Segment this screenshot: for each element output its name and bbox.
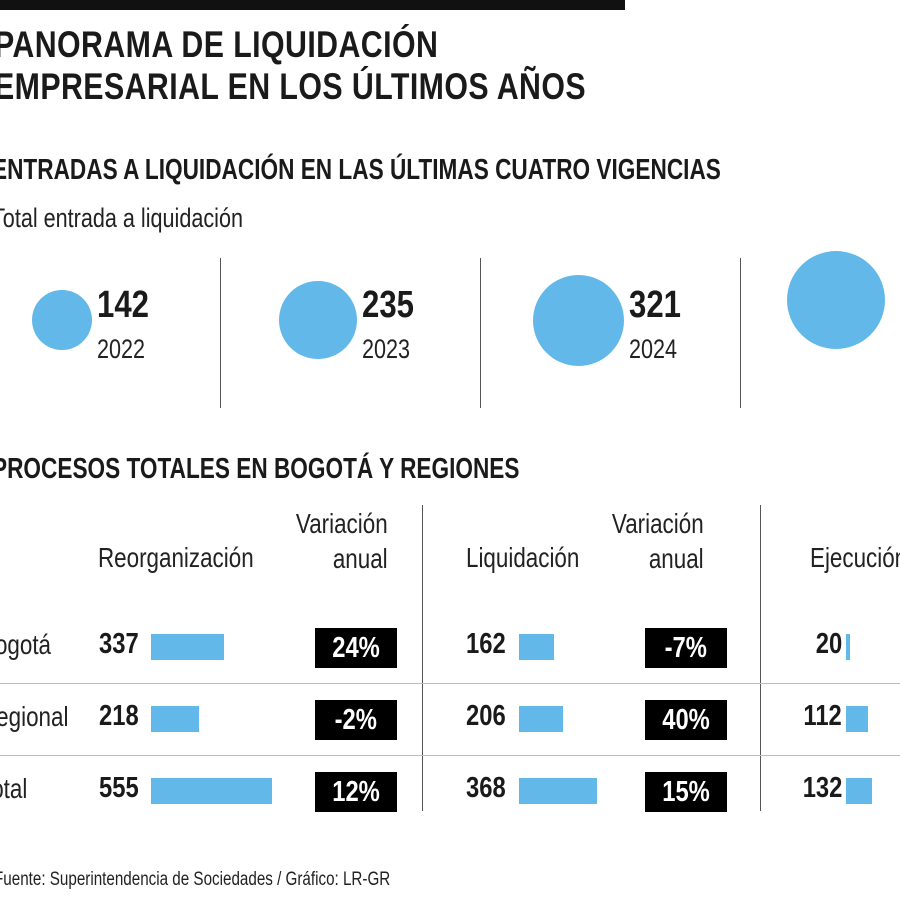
section1-subtitle: Total entrada a liquidación [0, 203, 243, 233]
bar-liquidacion [519, 634, 554, 660]
variation-value: 40% [662, 703, 710, 736]
divider [422, 505, 423, 811]
page-title: PANORAMA DE LIQUIDACIÓN EMPRESARIAL EN L… [0, 24, 586, 108]
bubble-value: 321 [628, 284, 681, 326]
header-variacion-1: Variación anual [296, 508, 388, 574]
divider [220, 258, 221, 408]
variation-badge: 15% [645, 772, 727, 812]
section1-title: ENTRADAS A LIQUIDACIÓN EN LAS ÚLTIMAS CU… [0, 154, 721, 186]
row-divider [0, 683, 900, 684]
top-rule [0, 0, 625, 10]
divider [480, 258, 481, 408]
variation-value: 24% [332, 631, 380, 664]
variation-badge: 24% [315, 628, 397, 668]
bar-ejecucion [846, 634, 850, 660]
header-liquidacion: Liquidación [466, 542, 580, 573]
variation-value: 12% [332, 775, 380, 808]
variation-badge: 40% [645, 700, 727, 740]
bar-liquidacion [519, 706, 563, 732]
header-ejecucion: Ejecución [810, 542, 900, 573]
bar-reorganizacion [151, 778, 272, 804]
bar-ejecucion [846, 778, 873, 804]
section2-title: PROCESOS TOTALES EN BOGOTÁ Y REGIONES [0, 453, 520, 485]
title-line-1: PANORAMA DE LIQUIDACIÓN [0, 24, 439, 65]
bubble-value: 142 [97, 284, 150, 326]
variation-value: -2% [334, 703, 378, 736]
divider [740, 258, 741, 408]
bubble-year: 2022 [97, 334, 146, 364]
value-reorganizacion: 555 [99, 772, 139, 804]
title-line-2: EMPRESARIAL EN LOS ÚLTIMOS AÑOS [0, 66, 587, 107]
row-label: Bogotá [0, 629, 51, 660]
header-variacion-2: Variación anual [612, 508, 704, 574]
value-reorganizacion: 218 [99, 700, 139, 732]
variation-value: 15% [662, 775, 710, 808]
bubble-year: 2023 [361, 334, 410, 364]
row-label: Total [0, 773, 28, 804]
value-liquidacion: 162 [466, 628, 506, 660]
bar-reorganizacion [151, 634, 225, 660]
variation-value: -7% [664, 631, 708, 664]
value-ejecucion: 112 [803, 700, 842, 732]
bubble-partial [787, 251, 885, 349]
value-ejecucion: 20 [815, 628, 842, 660]
variation-badge: 12% [315, 772, 397, 812]
row-divider [0, 755, 900, 756]
value-liquidacion: 206 [466, 700, 506, 732]
row-label: Regional [0, 701, 69, 732]
variation-badge: -2% [315, 700, 397, 740]
header-reorganizacion: Reorganización [98, 542, 254, 573]
bubble-2023 [279, 281, 357, 359]
source-note: Fuente: Superintendencia de Sociedades /… [0, 869, 391, 890]
bar-liquidacion [519, 778, 598, 804]
value-reorganizacion: 337 [99, 628, 139, 660]
bubble-value: 235 [361, 284, 414, 326]
value-liquidacion: 368 [466, 772, 506, 804]
bubble-2024 [532, 274, 624, 366]
bar-ejecucion [846, 706, 869, 732]
bar-reorganizacion [151, 706, 199, 732]
variation-badge: -7% [645, 628, 727, 668]
value-ejecucion: 132 [802, 772, 842, 804]
divider [760, 505, 761, 811]
bubble-2022 [31, 289, 93, 351]
bubble-year: 2024 [628, 334, 677, 364]
